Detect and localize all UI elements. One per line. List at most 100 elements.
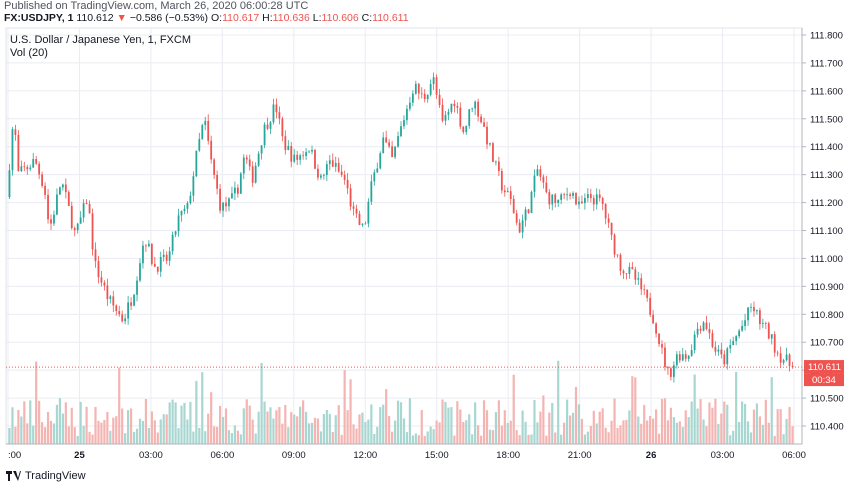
candle-body: [308, 151, 310, 153]
time-axis[interactable]: :00 25 03:00 06:00 09:00 12:00 15:00 18:00 21:00…: [8, 450, 806, 461]
candle-body: [379, 153, 382, 169]
volume-bar: [218, 405, 222, 444]
candle-body: [142, 245, 144, 264]
volume-bar: [568, 415, 572, 444]
candle-body: [278, 112, 281, 119]
candle-body: [210, 140, 213, 160]
candle-body: [732, 341, 735, 346]
volume-bar: [313, 417, 317, 444]
candle-body: [73, 228, 76, 231]
volume-bar: [788, 407, 791, 444]
volume-bar: [693, 374, 696, 444]
symbol-label[interactable]: FX:USDJPY, 1: [4, 12, 74, 24]
volume-bar: [643, 404, 646, 444]
candle-body: [545, 182, 548, 193]
volume-bar: [619, 425, 622, 444]
volume-bar: [346, 410, 349, 444]
volume-bar: [135, 428, 139, 444]
volume-bar: [749, 432, 753, 444]
volume-bar: [577, 404, 581, 444]
candle-body: [70, 205, 73, 229]
candle-body: [168, 251, 171, 261]
candle-body: [112, 296, 115, 306]
candle-body: [756, 310, 758, 312]
candle-body: [566, 194, 568, 196]
candle-body: [474, 101, 477, 109]
volume-legend[interactable]: Vol (20): [10, 47, 48, 59]
candle-body: [317, 168, 319, 178]
candle-body: [201, 125, 204, 140]
candle-body: [435, 77, 438, 95]
volume-bar: [201, 372, 204, 444]
volume-bar: [560, 434, 563, 444]
volume-bar: [471, 434, 474, 444]
candle-body: [670, 368, 672, 377]
bar-countdown: 00:34: [812, 375, 836, 386]
candle-body: [687, 355, 690, 359]
volume-bar: [494, 412, 498, 444]
volume-bar: [408, 398, 411, 444]
candle-body: [735, 336, 738, 342]
candle-body: [290, 145, 293, 162]
footer-branding[interactable]: TradingView: [6, 470, 86, 482]
candle-body: [145, 245, 147, 247]
volume-bar: [429, 426, 432, 444]
candle-body: [432, 77, 435, 84]
close-value: 110.611: [372, 12, 409, 24]
volume-bar: [512, 374, 515, 444]
candle-body: [14, 129, 17, 135]
candle-body: [782, 360, 785, 363]
volume-bar: [607, 432, 610, 444]
volume-bar: [204, 431, 207, 444]
candle-body: [690, 350, 693, 356]
volume-bar: [669, 407, 673, 444]
candle-body: [557, 199, 560, 203]
candle-body: [551, 194, 554, 205]
volume-bar: [557, 360, 560, 444]
candle-body: [744, 320, 746, 327]
volume-bar: [711, 407, 714, 444]
volume-bar: [687, 417, 690, 444]
volume-bar: [500, 425, 503, 444]
candle-body: [355, 208, 358, 214]
volume-bar: [574, 386, 578, 444]
volume-bar: [456, 401, 459, 444]
candle-body: [524, 209, 527, 221]
volume-bar: [147, 428, 150, 444]
candle-body: [563, 194, 566, 196]
candle-body: [767, 323, 770, 339]
candle-body: [20, 166, 23, 172]
candle-body: [770, 334, 773, 339]
volume-bar: [491, 430, 495, 444]
volume-bar: [571, 412, 575, 444]
volume-bar: [103, 419, 106, 444]
candle-body: [82, 203, 85, 218]
candle-body: [533, 175, 536, 192]
volume-bar: [393, 420, 397, 444]
chart-legend-title[interactable]: U.S. Dollar / Japanese Yen, 1, FXCM: [10, 34, 191, 46]
volume-bar: [159, 419, 162, 444]
volume-bar: [396, 400, 400, 444]
volume-bar: [254, 433, 257, 444]
candle-body: [788, 354, 791, 366]
volume-bar: [88, 431, 91, 444]
candle-body: [530, 191, 533, 214]
volume-bar: [524, 421, 527, 444]
volume-bar: [76, 435, 79, 444]
volume-bar: [518, 435, 521, 444]
candle-body: [124, 318, 127, 322]
candle-body: [136, 280, 138, 295]
volume-bar: [26, 423, 29, 444]
tradingview-logo-icon: [6, 470, 21, 482]
candle-body: [106, 285, 109, 299]
volume-bar: [296, 416, 299, 444]
candle-body: [337, 162, 340, 172]
volume-bar: [654, 409, 658, 444]
candle-body: [492, 143, 494, 162]
candle-body: [391, 146, 394, 158]
volume-bar: [723, 401, 726, 444]
volume-bar: [675, 422, 678, 444]
candle-body: [287, 145, 290, 150]
volume-bar: [304, 411, 308, 444]
